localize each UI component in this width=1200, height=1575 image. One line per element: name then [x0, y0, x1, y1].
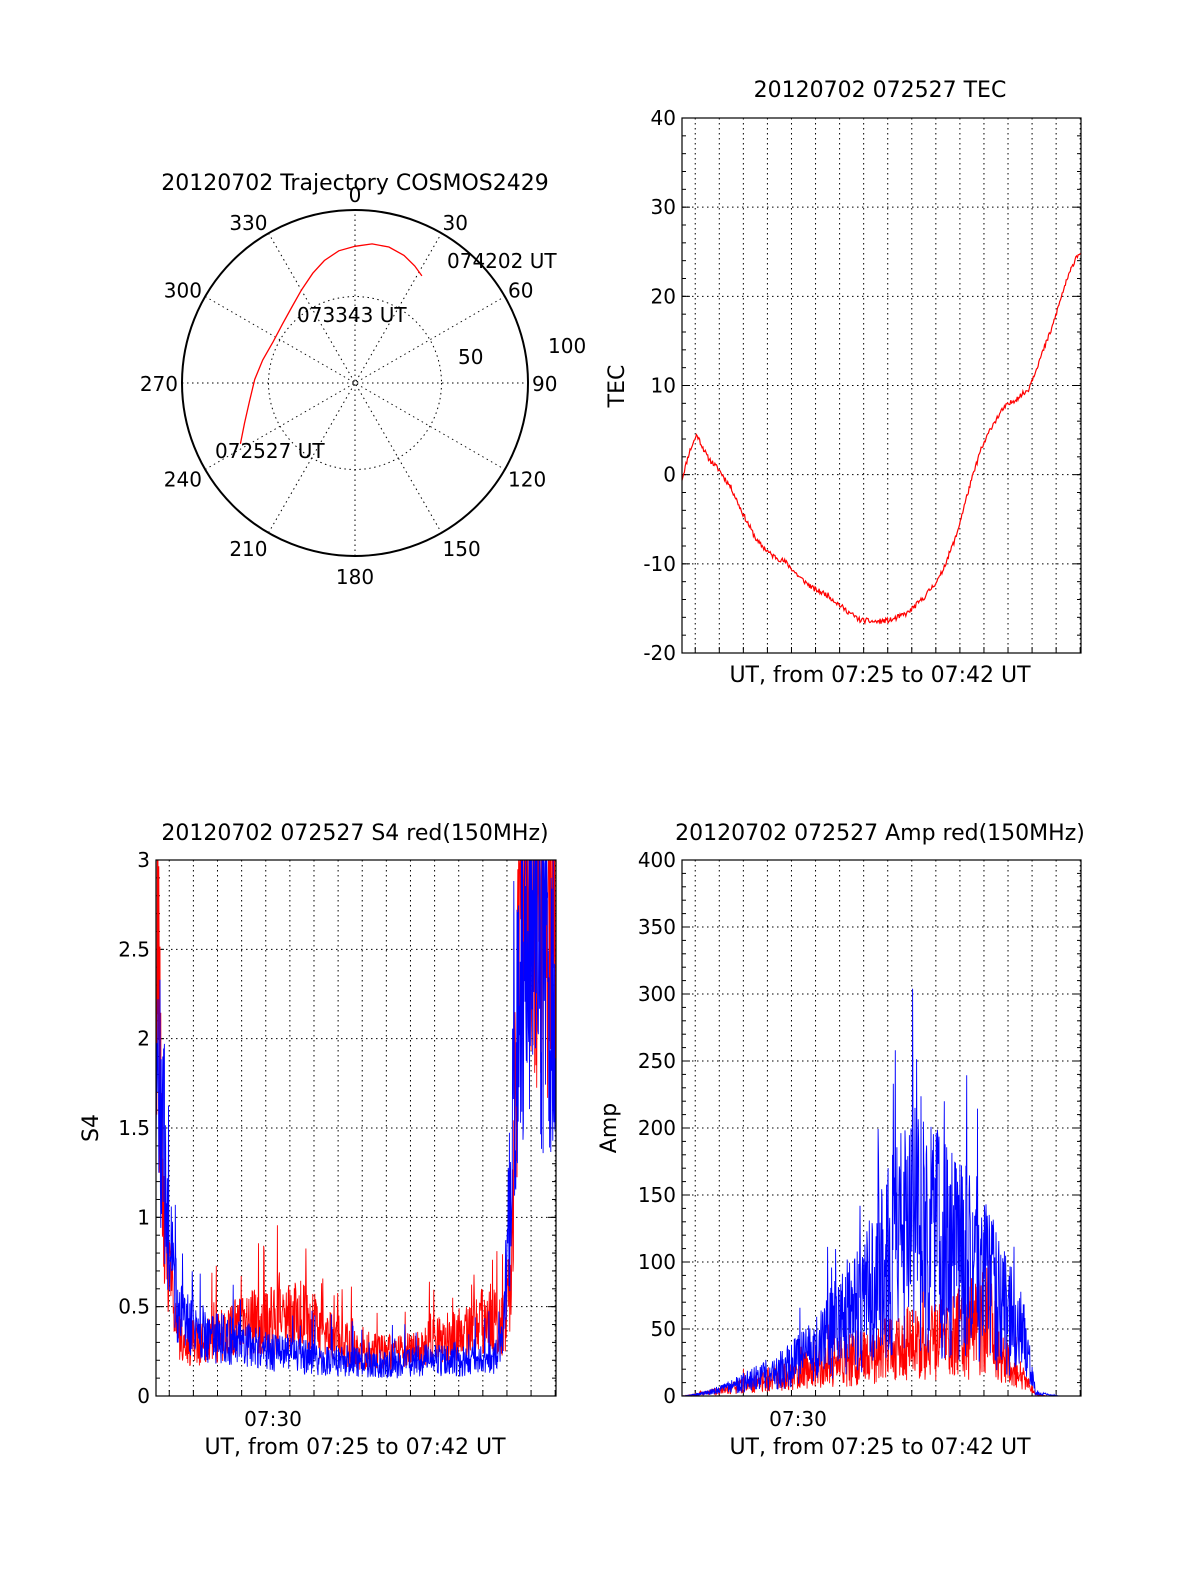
polar-angle-label-120: 120 [508, 468, 546, 492]
amp-x-tick-label: 07:30 [769, 1407, 827, 1431]
tec-ytick-label: 30 [651, 195, 676, 219]
amp-ytick-label: 0 [663, 1384, 676, 1408]
tec-series [681, 252, 1082, 625]
polar-outer-ring [181, 209, 529, 557]
amp-line-blue [682, 988, 1081, 1397]
s4-axes-frame [155, 859, 557, 1397]
amp-ytick-label: 150 [638, 1183, 676, 1207]
amp-y-tick-labels: 0 50 100 150 200 250 300 350 400 [638, 848, 676, 1408]
polar-grid [182, 210, 528, 556]
amp-plot: 20120702 072527 Amp red(150MHz) 0 50 100 15… [597, 821, 1085, 1460]
polar-angle-label-150: 150 [443, 537, 481, 561]
s4-y-tick-labels: 0 0.5 1 1.5 2 2.5 3 [118, 848, 150, 1408]
tec-grid [682, 117, 1081, 654]
tec-y-tick-labels: -20 -10 0 10 20 30 40 [643, 106, 676, 665]
amp-ytick-label: 300 [638, 982, 676, 1006]
amp-y-axis-label: Amp [597, 1103, 622, 1153]
amp-ytick-label: 250 [638, 1049, 676, 1073]
tec-plot: 20120702 072527 TEC -20 -10 0 10 20 30 40 UT, … [605, 78, 1082, 688]
amp-axes-frame [681, 859, 1082, 1397]
s4-x-axis-label: UT, from 07:25 to 07:42 UT [204, 1435, 506, 1460]
s4-ytick-label: 1 [137, 1205, 150, 1229]
s4-plot: 20120702 072527 S4 red(150MHz) 0 0.5 1 1.5 2… [79, 821, 557, 1460]
s4-y-axis-label: S4 [79, 1114, 104, 1142]
s4-ytick-label: 2 [137, 1027, 150, 1051]
track-time-annotations: 072527 UT 073343 UT 074202 UT [215, 249, 557, 463]
polar-angle-label-180: 180 [336, 565, 374, 589]
polar-angle-label-300: 300 [164, 279, 202, 303]
tec-ytick-label: 20 [651, 284, 676, 308]
amp-ytick-label: 350 [638, 915, 676, 939]
amp-ytick-label: 50 [651, 1317, 676, 1341]
amp-ytick-label: 200 [638, 1116, 676, 1140]
amp-x-axis-label: UT, from 07:25 to 07:42 UT [729, 1435, 1031, 1460]
track-end-time-label: 074202 UT [447, 249, 557, 273]
tec-ytick-label: 0 [663, 463, 676, 487]
tec-title: 20120702 072527 TEC [754, 78, 1007, 103]
polar-angle-labels: 0 30 60 90 120 150 180 210 240 270 300 330 [140, 183, 558, 589]
tec-line [681, 252, 1082, 625]
polar-radius-label-50: 50 [458, 345, 483, 369]
polar-angle-label-210: 210 [229, 537, 267, 561]
s4-ytick-label: 1.5 [118, 1116, 150, 1140]
s4-x-tick-label: 07:30 [244, 1407, 302, 1431]
trajectory-polar-plot: 20120702 Trajectory COSMOS2429 0 30 60 90 12… [140, 171, 586, 589]
tec-ytick-label: 10 [651, 374, 676, 398]
polar-angle-label-240: 240 [164, 468, 202, 492]
polar-angle-label-90: 90 [532, 372, 557, 396]
polar-angle-label-60: 60 [508, 279, 533, 303]
amp-ytick-label: 100 [638, 1250, 676, 1274]
s4-ytick-label: 2.5 [118, 937, 150, 961]
polar-angle-label-330: 330 [229, 211, 267, 235]
track-start-time-label: 072527 UT [215, 439, 325, 463]
polar-angle-label-30: 30 [443, 211, 468, 235]
polar-radius-label-100: 100 [548, 334, 586, 358]
tec-axes-frame [681, 117, 1082, 654]
amp-grid [682, 859, 1081, 1397]
s4-series [155, 859, 557, 1379]
track-mid-time-label: 073343 UT [297, 303, 407, 327]
tec-y-axis-label: TEC [605, 365, 630, 409]
tec-ytick-label: -10 [643, 552, 676, 576]
trajectory-title: 20120702 Trajectory COSMOS2429 [161, 171, 548, 196]
s4-title: 20120702 072527 S4 red(150MHz) [161, 821, 548, 846]
tec-ytick-label: 40 [651, 106, 676, 130]
tec-ytick-label: -20 [643, 641, 676, 665]
polar-angle-label-270: 270 [140, 372, 178, 396]
tec-x-axis-label: UT, from 07:25 to 07:42 UT [729, 663, 1031, 688]
polar-angle-label-0: 0 [349, 183, 362, 207]
amp-series [681, 988, 1081, 1397]
amp-ytick-label: 400 [638, 848, 676, 872]
s4-ytick-label: 0 [137, 1384, 150, 1408]
satellite-track-line [239, 243, 423, 445]
s4-ytick-label: 0.5 [118, 1295, 150, 1319]
s4-ytick-label: 3 [137, 848, 150, 872]
s4-line-blue [155, 859, 557, 1379]
amp-title: 20120702 072527 Amp red(150MHz) [675, 821, 1085, 846]
